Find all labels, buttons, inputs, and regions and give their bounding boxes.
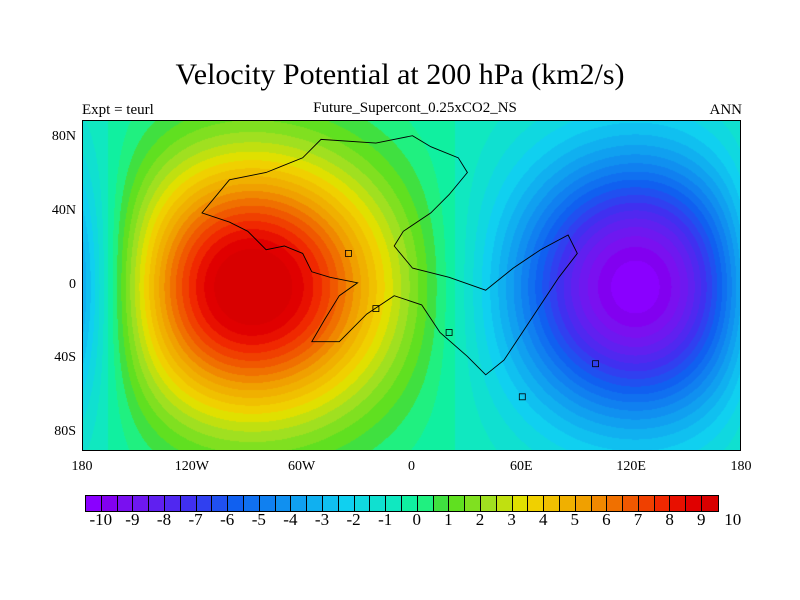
- colorbar-label: -3: [314, 510, 330, 529]
- colorbar-label: -2: [346, 510, 361, 529]
- island-outline: [344, 249, 352, 257]
- latitude-tick-label: 40N: [51, 202, 76, 218]
- colorbar-box: [370, 496, 387, 511]
- longitude-tick-label: 0: [408, 459, 415, 474]
- colorbar-box: [670, 496, 687, 511]
- colorbar-box: [386, 496, 402, 511]
- colorbar-box: [496, 496, 513, 511]
- longitude-tick-label: 60W: [288, 459, 316, 474]
- colorbar-label: -6: [220, 510, 235, 529]
- colorbar-label: -9: [125, 510, 140, 529]
- longitude-tick-label: 180: [730, 459, 752, 474]
- colorbar-label: -8: [156, 510, 172, 529]
- colorbar-box: [575, 496, 592, 511]
- latitude-tick-label: 80N: [51, 129, 76, 145]
- colorbar-label: -1: [378, 510, 393, 529]
- chart-subtitle: Future_Supercont_0.25xCO2_NS: [313, 100, 517, 116]
- colorbar-label: 1: [444, 510, 453, 529]
- colorbar-box: [259, 496, 276, 511]
- colorbar-box: [196, 496, 213, 511]
- colorbar-box: [307, 496, 323, 511]
- colorbar-box: [401, 496, 418, 511]
- map-plot-area: [82, 120, 741, 451]
- coastline: [201, 135, 578, 376]
- latitude-tick-label: 80S: [54, 423, 76, 439]
- colorbar-box: [528, 496, 545, 511]
- velocity-potential-field: [83, 121, 740, 450]
- colorbar-box: [480, 496, 497, 511]
- colorbar-label: 7: [633, 510, 643, 529]
- longitude-tick-label: 60E: [510, 459, 533, 474]
- colorbar-label: -7: [188, 510, 203, 529]
- colorbar-box: [417, 496, 434, 511]
- colorbar-label: 4: [538, 510, 548, 529]
- island-outline: [445, 329, 453, 336]
- colorbar-label: 8: [665, 510, 674, 529]
- longitude-tick-label: 120E: [616, 459, 646, 474]
- colorbar-box: [243, 496, 260, 511]
- colorbar-label: -4: [283, 510, 298, 529]
- longitude-tick-label: 180: [71, 459, 93, 474]
- colorbar-box: [338, 496, 355, 511]
- colorbar-box: [654, 496, 671, 511]
- colorbar-box: [623, 496, 639, 511]
- colorbar-box: [291, 496, 308, 511]
- colorbar-box: [449, 496, 466, 511]
- colorbar-box: [133, 496, 150, 511]
- island-outline: [592, 360, 600, 368]
- colorbar-box: [607, 496, 624, 511]
- colorbar-label: 5: [570, 510, 580, 529]
- colorbar-label: 9: [696, 510, 706, 529]
- colorbar-box: [322, 496, 339, 511]
- island-outline: [372, 305, 380, 313]
- experiment-label: Expt = teurl: [82, 102, 154, 118]
- colorbar-box: [180, 496, 197, 511]
- longitude-tick-label: 120W: [174, 459, 209, 474]
- island-outline: [518, 393, 526, 401]
- colorbar-box: [433, 496, 450, 511]
- colorbar-label: 6: [602, 510, 611, 529]
- latitude-tick-label: 40S: [54, 350, 76, 366]
- colorbar-box: [164, 496, 181, 511]
- chart-title: Velocity Potential at 200 hPa (km2/s): [175, 58, 625, 91]
- colorbar-label: 2: [475, 510, 485, 529]
- colorbar-box: [544, 496, 560, 511]
- colorbar-box: [117, 496, 134, 511]
- colorbar-label: 3: [507, 510, 516, 529]
- colorbar-label: 0: [412, 510, 422, 529]
- colorbar-box: [86, 496, 102, 511]
- colorbar-box: [702, 496, 718, 511]
- colorbar-box: [512, 496, 529, 511]
- colorbar-box: [275, 496, 292, 511]
- colorbar-box: [638, 496, 655, 511]
- colorbar-label: -5: [251, 510, 266, 529]
- coastline-overlay: [201, 135, 600, 401]
- latitude-tick-label: 0: [69, 276, 76, 292]
- colorbar-box: [354, 496, 371, 511]
- colorbar-box: [212, 496, 229, 511]
- colorbar-box: [149, 496, 165, 511]
- colorbar-box: [101, 496, 118, 511]
- colorbar: [85, 495, 719, 512]
- colorbar-label: -10: [89, 510, 113, 529]
- colorbar-box: [228, 496, 244, 511]
- colorbar-box: [686, 496, 703, 511]
- colorbar-box: [591, 496, 608, 511]
- colorbar-box: [559, 496, 576, 511]
- season-label: ANN: [709, 102, 743, 118]
- colorbar-box: [465, 496, 481, 511]
- colorbar-label: 10: [724, 510, 742, 529]
